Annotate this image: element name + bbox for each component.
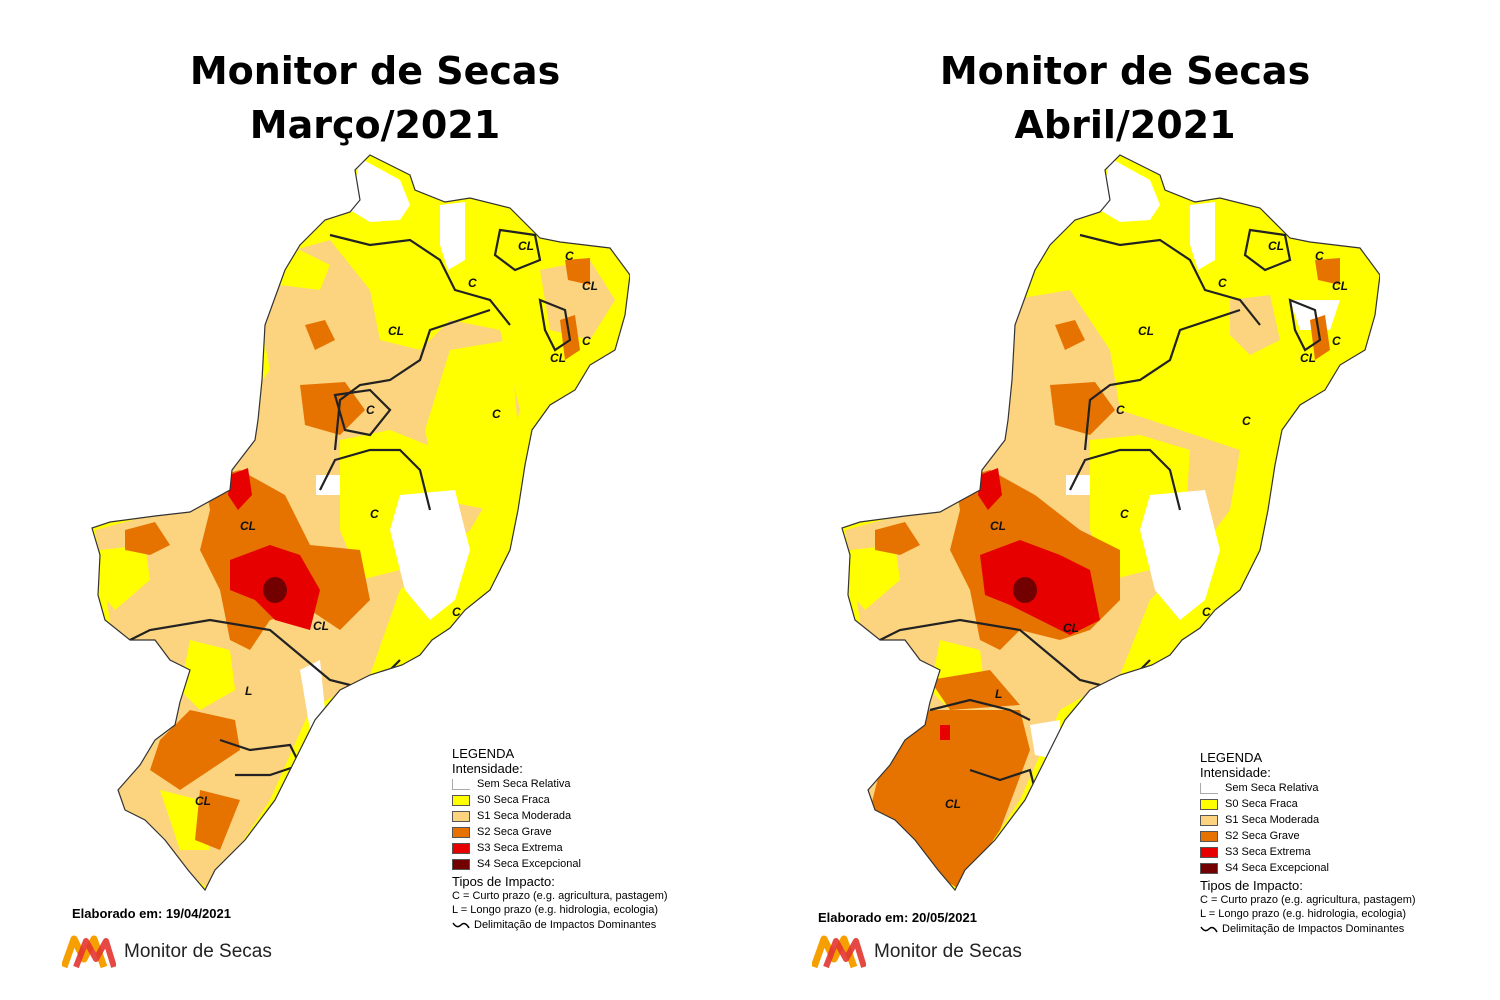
brand-logo: Monitor de Secas: [812, 935, 1022, 969]
elaborated-date: Elaborado em: 19/04/2021: [72, 906, 231, 921]
legend-swatch: [1200, 846, 1218, 858]
legend-impact-title: Tipos de Impacto:: [452, 874, 555, 889]
legend-delimitation: Delimitação de Impactos Dominantes: [1200, 921, 1416, 937]
legend-item-s0: S0 Seca Fraca: [1200, 796, 1416, 812]
impact-label: C: [1218, 276, 1227, 290]
legend-intensity-label: Intensidade:: [452, 761, 523, 776]
legend-swatch: [452, 858, 470, 870]
title-line-1: Monitor de Secas: [189, 49, 561, 93]
impact-label: CL: [240, 519, 256, 533]
impact-label: C: [1315, 249, 1324, 263]
impact-label: CL: [990, 519, 1006, 533]
legend-item-s4: S4 Seca Excepcional: [1200, 860, 1416, 876]
legend-impact-c: C = Curto prazo (e.g. agricultura, pasta…: [452, 890, 668, 902]
map-panel-april: Monitor de Secas Abril/2021: [750, 0, 1500, 1000]
monitor-logo-icon: [812, 935, 866, 969]
impact-label: CL: [945, 797, 961, 811]
impact-label: C: [370, 507, 379, 521]
legend-intensity-label: Intensidade:: [1200, 765, 1271, 780]
legend-swatch: [452, 794, 470, 806]
drought-map-march: CL C CL C CL CL C C C CL C CL C L CL: [91, 154, 630, 892]
legend-item-s3: S3 Seca Extrema: [1200, 844, 1416, 860]
impact-label: CL: [550, 351, 566, 365]
brand-name: Monitor de Secas: [124, 941, 272, 962]
impact-label: CL: [1300, 351, 1316, 365]
legend-swatch: [452, 826, 470, 838]
impact-label: C: [1120, 507, 1129, 521]
legend-swatch: [1200, 862, 1218, 874]
impact-label: C: [452, 605, 461, 619]
monitor-logo-icon: [62, 935, 116, 969]
impact-label: C: [565, 249, 574, 263]
legend-item-s3: S3 Seca Extrema: [452, 840, 668, 856]
legend-swatch: [1200, 814, 1218, 826]
impact-label: CL: [313, 619, 329, 633]
legend-swatch: [452, 842, 470, 854]
map-legend: LEGENDA Intensidade: Sem Seca Relativa S…: [452, 746, 668, 933]
legend-item-none: Sem Seca Relativa: [1200, 780, 1416, 796]
legend-item-s1: S1 Seca Moderada: [452, 808, 668, 824]
impact-label: CL: [1138, 324, 1154, 338]
delimitation-line-icon: [452, 922, 470, 929]
legend-impact-c: C = Curto prazo (e.g. agricultura, pasta…: [1200, 894, 1416, 906]
impact-label: C: [1332, 334, 1341, 348]
elaborated-date: Elaborado em: 20/05/2021: [818, 910, 977, 925]
impact-label: C: [468, 276, 477, 290]
map-title: Monitor de Secas Abril/2021: [750, 44, 1500, 152]
impact-label: CL: [518, 239, 534, 253]
legend-item-s2: S2 Seca Grave: [452, 824, 668, 840]
legend-title: LEGENDA: [452, 746, 515, 761]
impact-label: C: [582, 334, 591, 348]
impact-label: L: [995, 687, 1002, 701]
impact-label: CL: [582, 279, 598, 293]
legend-item-s1: S1 Seca Moderada: [1200, 812, 1416, 828]
legend-item-s2: S2 Seca Grave: [1200, 828, 1416, 844]
impact-label: CL: [1268, 239, 1284, 253]
impact-label: C: [492, 407, 501, 421]
delimitation-line-icon: [1200, 926, 1218, 933]
map-legend: LEGENDA Intensidade: Sem Seca Relativa S…: [1200, 750, 1416, 937]
impact-label: CL: [1063, 621, 1079, 635]
brand-name: Monitor de Secas: [874, 941, 1022, 962]
legend-title: LEGENDA: [1200, 750, 1263, 765]
impact-label: C: [1116, 403, 1125, 417]
impact-label: C: [1202, 605, 1211, 619]
impact-label: CL: [388, 324, 404, 338]
impact-label: C: [1242, 414, 1251, 428]
title-line-2: Abril/2021: [1014, 103, 1236, 147]
legend-swatch: [1200, 782, 1218, 794]
map-title: Monitor de Secas Março/2021: [0, 44, 750, 152]
legend-swatch: [452, 778, 470, 790]
legend-delimitation: Delimitação de Impactos Dominantes: [452, 917, 668, 933]
legend-swatch: [1200, 830, 1218, 842]
title-line-2: Março/2021: [249, 103, 501, 147]
impact-label: C: [366, 403, 375, 417]
map-panel-march: Monitor de Secas Março/2021: [0, 44, 750, 969]
legend-item-s4: S4 Seca Excepcional: [452, 856, 668, 872]
impact-label: CL: [195, 794, 211, 808]
legend-impact-l: L = Longo prazo (e.g. hidrologia, ecolog…: [452, 904, 658, 916]
legend-swatch: [1200, 798, 1218, 810]
brand-logo: Monitor de Secas: [62, 935, 272, 969]
legend-impact-l: L = Longo prazo (e.g. hidrologia, ecolog…: [1200, 908, 1406, 920]
impact-label: L: [245, 684, 252, 698]
legend-swatch: [452, 810, 470, 822]
title-line-1: Monitor de Secas: [939, 49, 1311, 93]
legend-item-s0: S0 Seca Fraca: [452, 792, 668, 808]
drought-map-april: CL C CL C CL CL C C C CL C CL C L CL: [841, 154, 1380, 892]
legend-impact-title: Tipos de Impacto:: [1200, 878, 1303, 893]
legend-item-none: Sem Seca Relativa: [452, 776, 668, 792]
impact-label: CL: [1332, 279, 1348, 293]
